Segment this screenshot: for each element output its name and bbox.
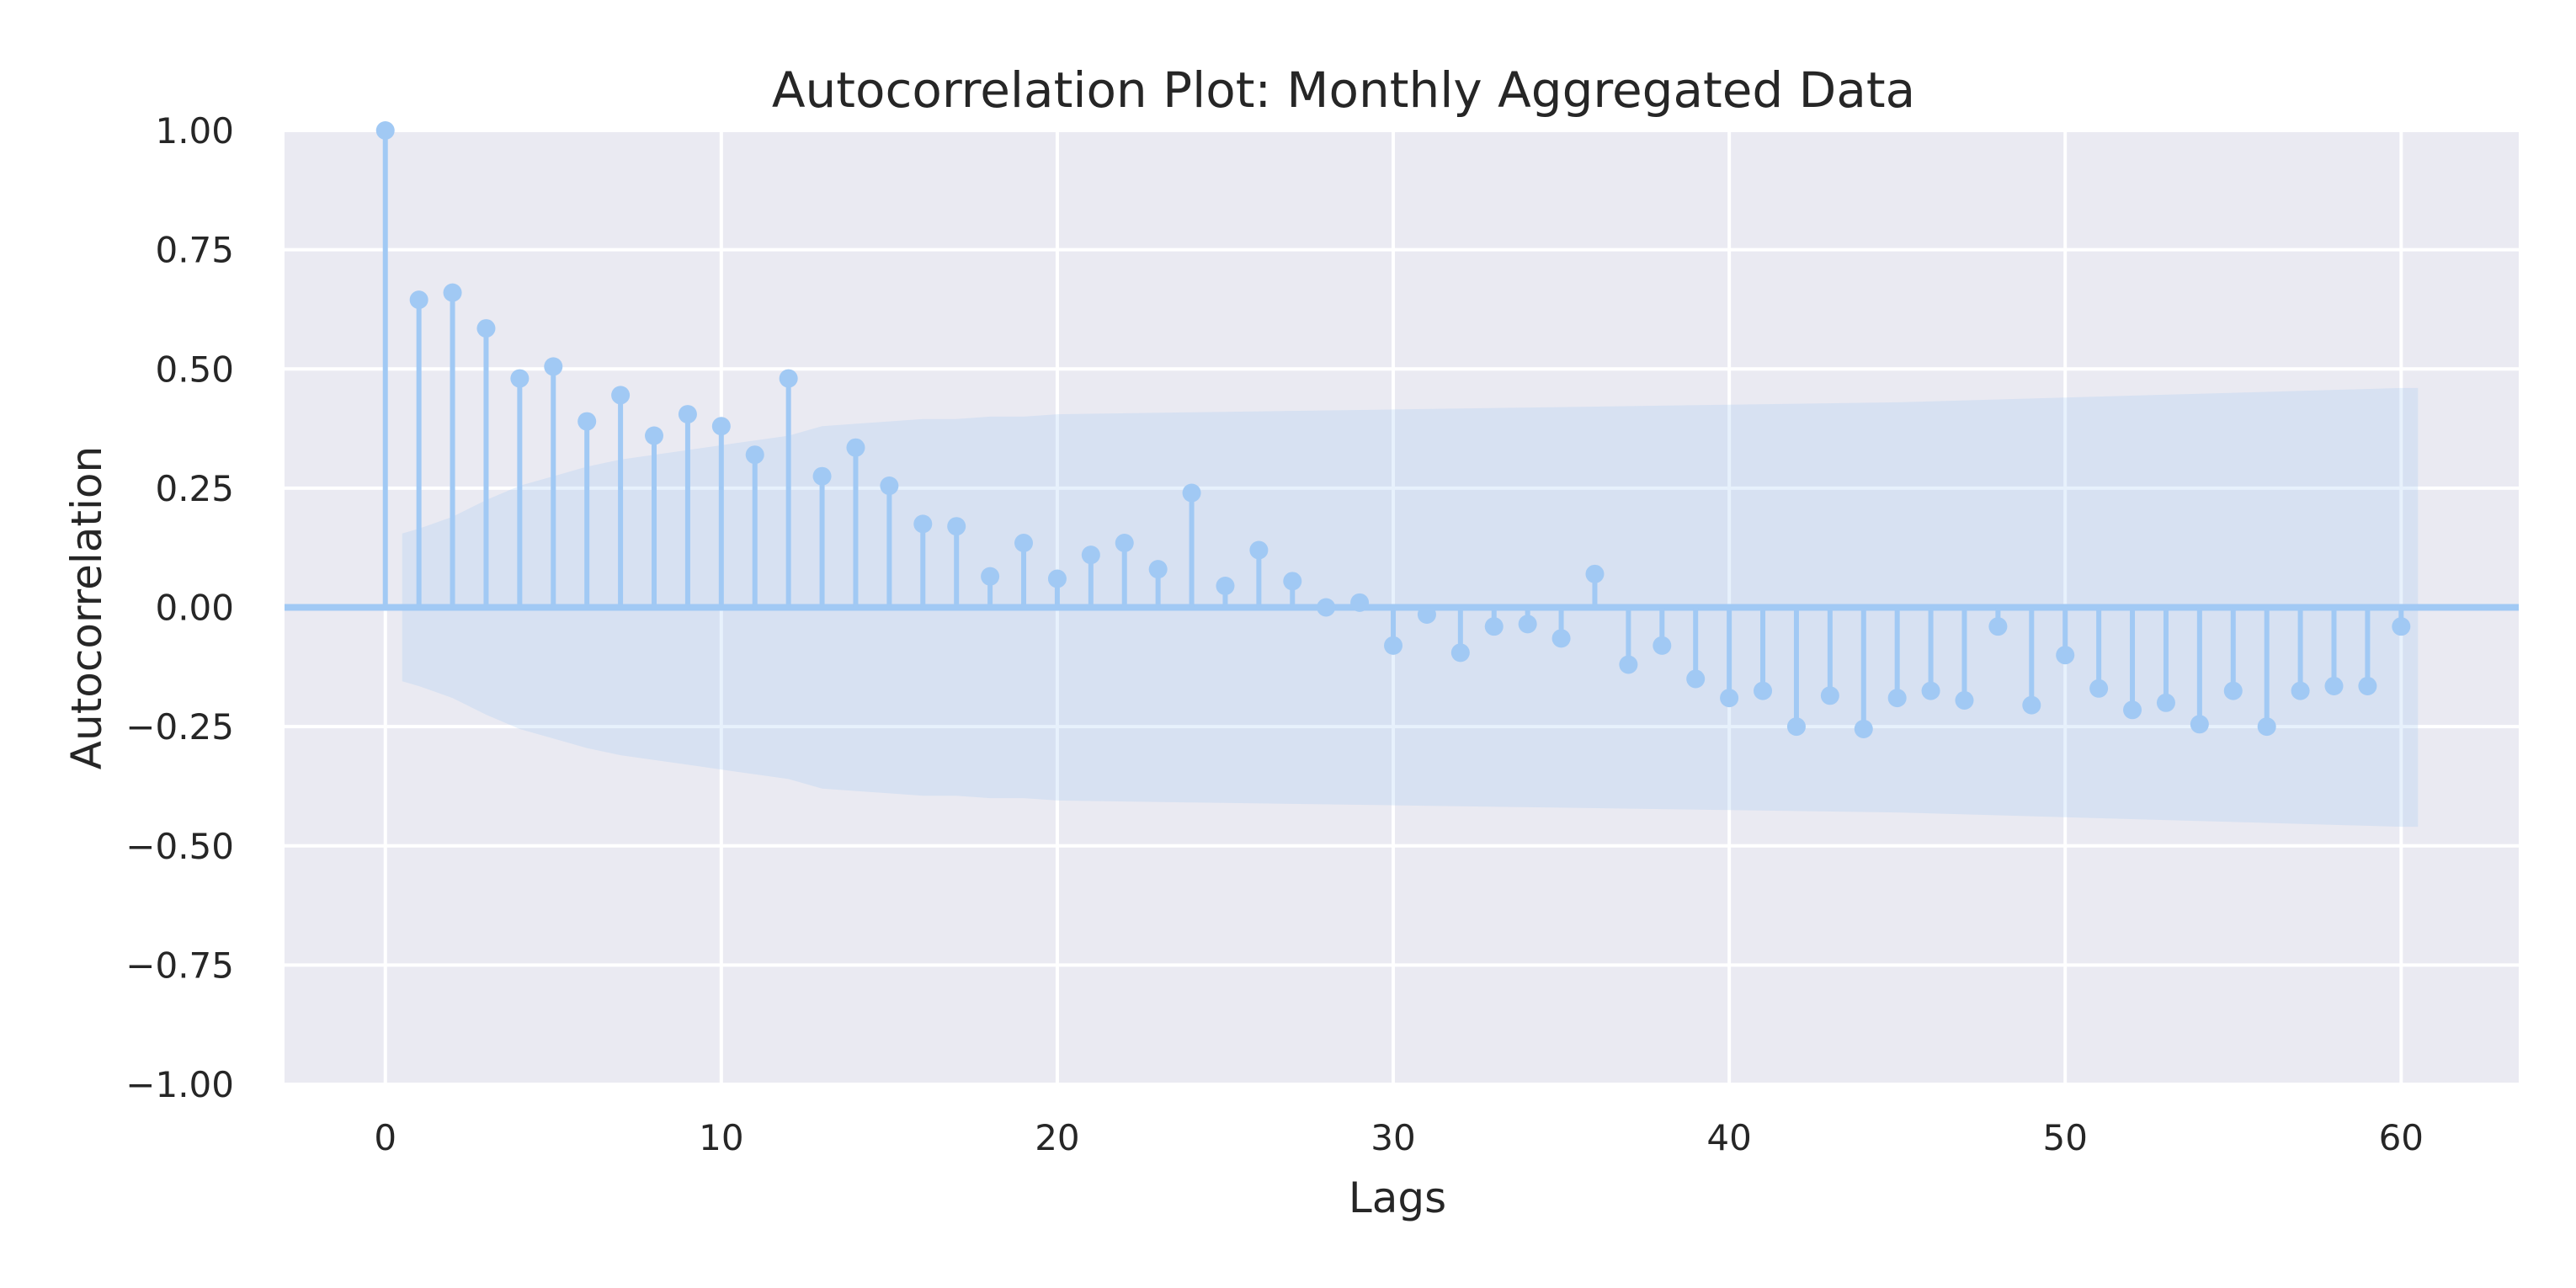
x-tick-label: 10 bbox=[699, 1117, 743, 1158]
y-tick-labels: 1.00 0.75 0.50 0.25 0.00 −0.25 −0.50 −0.75 −1.00 bbox=[125, 110, 234, 1105]
y-tick-label: −0.25 bbox=[125, 706, 234, 748]
stem-marker bbox=[1384, 636, 1403, 655]
stem-marker bbox=[1216, 577, 1235, 596]
stem-marker bbox=[1417, 604, 1436, 624]
stem-marker bbox=[2392, 617, 2411, 636]
stem-marker bbox=[1887, 689, 1907, 708]
stem-marker bbox=[544, 357, 563, 376]
y-tick-label: −0.75 bbox=[125, 945, 234, 986]
stem-marker bbox=[1585, 564, 1605, 583]
x-tick-label: 20 bbox=[1035, 1117, 1079, 1158]
stem-marker bbox=[678, 405, 697, 424]
stem-marker bbox=[1921, 681, 1940, 700]
stem-marker bbox=[846, 438, 865, 457]
x-tick-label: 0 bbox=[374, 1117, 397, 1158]
y-tick-label: −1.00 bbox=[125, 1064, 234, 1105]
y-tick-label: 1.00 bbox=[155, 110, 234, 152]
x-tick-label: 40 bbox=[1706, 1117, 1751, 1158]
y-tick-label: 0.00 bbox=[155, 588, 234, 629]
y-tick-label: 0.75 bbox=[155, 230, 234, 271]
stem-marker bbox=[1317, 598, 1336, 617]
stem-marker bbox=[2089, 679, 2109, 698]
stem-marker bbox=[2257, 717, 2276, 737]
stem-marker bbox=[1854, 719, 1873, 738]
stem-marker bbox=[1115, 534, 1134, 553]
stem-marker bbox=[1619, 655, 1638, 674]
y-tick-label: 0.50 bbox=[155, 349, 234, 390]
grid-lines bbox=[285, 129, 2519, 1086]
stem-marker bbox=[375, 121, 395, 140]
stem-marker bbox=[745, 445, 764, 465]
stem-marker bbox=[1450, 643, 1470, 663]
stem-marker bbox=[779, 369, 798, 388]
stem-marker bbox=[1014, 534, 1034, 553]
stem-marker bbox=[443, 283, 462, 302]
stem-marker bbox=[1249, 540, 1269, 560]
stem-marker bbox=[409, 290, 428, 310]
stem-marker bbox=[2123, 700, 2142, 720]
y-tick-label: −0.50 bbox=[125, 826, 234, 867]
stem-marker bbox=[2156, 693, 2175, 712]
stem-marker bbox=[2056, 646, 2075, 665]
stem-marker bbox=[2190, 715, 2209, 734]
stem-marker bbox=[2324, 676, 2344, 695]
stem-marker bbox=[1551, 629, 1571, 648]
stem-marker bbox=[1283, 572, 1302, 591]
stem-marker bbox=[913, 514, 933, 534]
stem-marker bbox=[645, 426, 664, 445]
stem-marker bbox=[611, 386, 631, 405]
stem-marker bbox=[2291, 681, 2310, 700]
x-tick-labels: 0 10 20 30 40 50 60 bbox=[374, 1117, 2424, 1158]
stem-marker bbox=[981, 567, 1000, 586]
stem-marker bbox=[1182, 483, 1201, 503]
stem-marker bbox=[1786, 717, 1806, 737]
stem-marker bbox=[1820, 686, 1839, 705]
stem-marker bbox=[1081, 546, 1100, 565]
y-tick-label: 0.25 bbox=[155, 468, 234, 509]
stem-marker bbox=[2223, 681, 2243, 700]
stem-marker bbox=[1988, 617, 2008, 636]
stem-marker bbox=[880, 476, 899, 496]
x-axis-label: Lags bbox=[1349, 1174, 1446, 1222]
stem-marker bbox=[1653, 636, 1672, 655]
chart-title: Autocorrelation Plot: Monthly Aggregated… bbox=[772, 61, 1915, 119]
stem-marker bbox=[812, 466, 832, 486]
stem-marker bbox=[1484, 617, 1504, 636]
x-tick-label: 30 bbox=[1370, 1117, 1415, 1158]
stem-marker bbox=[1350, 593, 1370, 612]
x-tick-label: 60 bbox=[2379, 1117, 2424, 1158]
stem-marker bbox=[510, 369, 530, 388]
stem-marker bbox=[1047, 569, 1067, 588]
stem-marker bbox=[2358, 676, 2377, 695]
stem-marker bbox=[1518, 615, 1537, 634]
stem-marker bbox=[1148, 560, 1168, 579]
stem-marker bbox=[947, 517, 966, 536]
stems bbox=[285, 121, 2519, 738]
stem-marker bbox=[2022, 695, 2041, 715]
stem-marker bbox=[476, 319, 496, 338]
stem-marker bbox=[1754, 681, 1773, 700]
stem-marker bbox=[577, 412, 597, 431]
stem-marker bbox=[1720, 689, 1739, 708]
stem-marker bbox=[1686, 669, 1706, 689]
stem-marker bbox=[1955, 690, 1974, 710]
stem-marker bbox=[711, 417, 731, 436]
x-tick-label: 50 bbox=[2042, 1117, 2087, 1158]
y-axis-label: Autocorrelation bbox=[62, 446, 111, 769]
